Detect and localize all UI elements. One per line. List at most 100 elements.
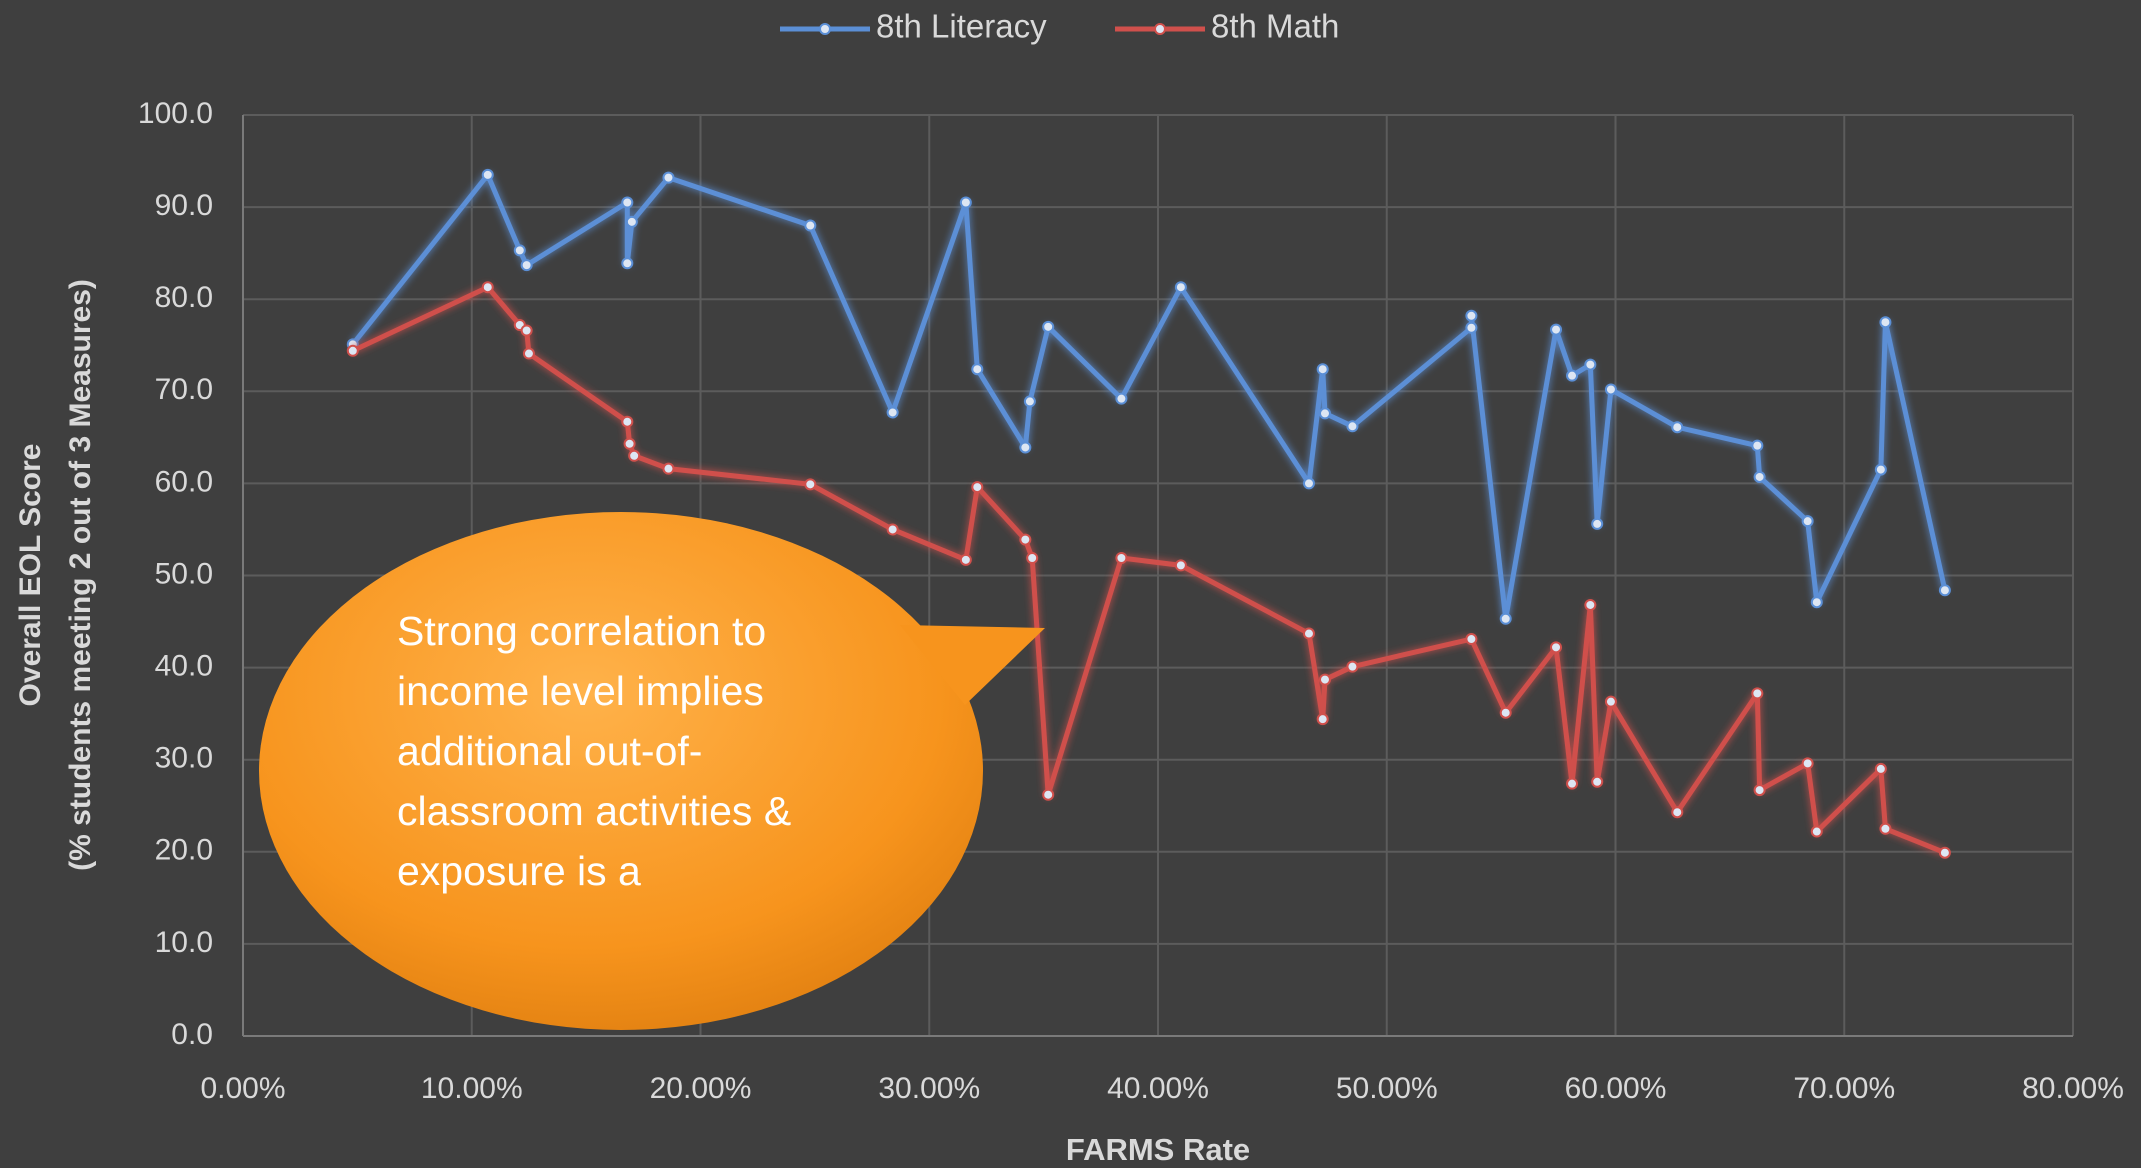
y-tick-label: 90.0 <box>155 189 213 222</box>
data-point <box>1318 673 1331 686</box>
x-tick-label: 10.00% <box>421 1072 523 1105</box>
data-point <box>971 363 984 376</box>
y-tick-label: 60.0 <box>155 465 213 498</box>
data-point <box>1801 757 1814 770</box>
data-point <box>1174 559 1187 572</box>
data-point <box>804 478 817 491</box>
data-point <box>1591 775 1604 788</box>
data-point <box>1019 441 1032 454</box>
data-point <box>804 219 817 232</box>
data-point <box>1751 439 1764 452</box>
data-point <box>1499 612 1512 625</box>
data-point <box>1550 641 1563 654</box>
data-point <box>1591 517 1604 530</box>
data-point <box>628 449 641 462</box>
data-point <box>520 259 533 272</box>
y-tick-label: 70.0 <box>155 373 213 406</box>
callout-line: income level implies <box>397 668 764 714</box>
data-point <box>1801 515 1814 528</box>
data-point <box>1550 323 1563 336</box>
y-tick-label: 0.0 <box>171 1018 213 1051</box>
y-tick-label: 100.0 <box>138 97 213 130</box>
data-point <box>625 215 638 228</box>
y-tick-label: 30.0 <box>155 742 213 775</box>
data-point <box>1042 788 1055 801</box>
data-point <box>1115 392 1128 405</box>
data-point <box>1879 316 1892 329</box>
callout-tail <box>900 625 1045 705</box>
legend-label: 8th Literacy <box>876 8 1047 45</box>
data-point <box>621 257 634 270</box>
x-tick-label: 60.00% <box>1565 1072 1667 1105</box>
data-point <box>1566 369 1579 382</box>
x-tick-label: 0.00% <box>200 1072 285 1105</box>
data-point <box>1753 784 1766 797</box>
data-point <box>513 244 526 257</box>
x-tick-label: 40.00% <box>1107 1072 1209 1105</box>
data-point <box>1115 552 1128 565</box>
data-point <box>1879 822 1892 835</box>
data-point <box>1874 463 1887 476</box>
data-point <box>1174 281 1187 294</box>
data-point <box>1318 407 1331 420</box>
data-point <box>1604 383 1617 396</box>
callout-line: classroom activities & <box>397 788 791 834</box>
data-point <box>1566 777 1579 790</box>
data-point <box>959 553 972 566</box>
y-axis-label: Overall EOL Score <box>14 444 47 707</box>
data-point <box>1584 358 1597 371</box>
data-point <box>1671 421 1684 434</box>
data-point <box>1465 309 1478 322</box>
callout-text: Strong correlation to income level implie… <box>397 608 791 894</box>
data-point <box>1019 533 1032 546</box>
data-point <box>1604 695 1617 708</box>
data-point <box>481 168 494 181</box>
x-tick-label: 30.00% <box>878 1072 980 1105</box>
data-point <box>1346 420 1359 433</box>
x-tick-label: 20.00% <box>650 1072 752 1105</box>
data-point <box>1026 552 1039 565</box>
data-point <box>959 196 972 209</box>
data-point <box>1465 321 1478 334</box>
data-point <box>1671 806 1684 819</box>
legend: 8th Literacy 8th Math <box>780 8 1339 45</box>
y-tick-label: 80.0 <box>155 281 213 314</box>
data-point <box>1874 762 1887 775</box>
data-point <box>1346 660 1359 673</box>
data-point <box>886 406 899 419</box>
data-point <box>1938 846 1951 859</box>
callout-line: additional out-of- <box>397 728 702 774</box>
data-point <box>886 523 899 536</box>
data-point <box>1042 320 1055 333</box>
data-point <box>662 171 675 184</box>
data-point <box>662 462 675 475</box>
data-point <box>1751 687 1764 700</box>
callout-line: exposure is a <box>397 848 641 894</box>
y-axis-label: (% students meeting 2 out of 3 Measures) <box>64 279 97 871</box>
data-point <box>1023 395 1036 408</box>
x-axis-label: FARMS Rate <box>1066 1132 1250 1167</box>
legend-marker <box>1154 23 1166 35</box>
y-tick-label: 20.0 <box>155 834 213 867</box>
y-tick-label: 50.0 <box>155 557 213 590</box>
callout-bubble <box>259 512 983 1030</box>
legend-label: 8th Math <box>1211 8 1339 45</box>
legend-marker <box>819 23 831 35</box>
x-tick-label: 80.00% <box>2022 1072 2124 1105</box>
callout-line: Strong correlation to <box>397 608 766 654</box>
data-point <box>346 344 359 357</box>
x-tick-label: 70.00% <box>1793 1072 1895 1105</box>
data-point <box>623 437 636 450</box>
data-point <box>1753 470 1766 483</box>
data-point <box>1302 627 1315 640</box>
data-point <box>1316 363 1329 376</box>
y-tick-label: 10.0 <box>155 926 213 959</box>
data-point <box>1810 825 1823 838</box>
data-point <box>1499 706 1512 719</box>
data-point <box>1465 633 1478 646</box>
plot-area: 0.0 10.0 20.0 30.0 40.0 50.0 60.0 70.0 80.0 90.0 1… <box>138 97 2124 1105</box>
data-point <box>1810 596 1823 609</box>
